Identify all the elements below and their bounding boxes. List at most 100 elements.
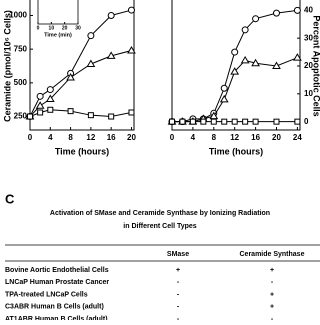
x-tick-label: 16 xyxy=(251,133,260,142)
point xyxy=(273,118,280,125)
point xyxy=(294,118,301,125)
point xyxy=(293,53,302,61)
inset-x-tick-label: 30 xyxy=(75,25,81,31)
cell: - xyxy=(177,279,180,286)
x-tick-label: 16 xyxy=(107,133,116,142)
x-tick-label: 4 xyxy=(191,133,196,142)
x-axis-label: Time (hours) xyxy=(55,146,109,156)
point xyxy=(106,51,116,59)
y-tick-label: 250 xyxy=(14,112,28,121)
row-label: TPA-treated LNCaP Cells xyxy=(5,291,88,298)
table-title: Activation of SMase and Ceramide Synthas… xyxy=(50,210,270,217)
point xyxy=(27,113,33,120)
inset-x-tick-label: 20 xyxy=(62,25,68,31)
x-tick-label: 0 xyxy=(28,133,33,142)
x-axis-label: Time (hours) xyxy=(209,146,263,156)
x-tick-label: 0 xyxy=(170,133,175,142)
y-tick-label: 30 xyxy=(304,33,313,42)
cell: - xyxy=(177,291,180,298)
x-tick-label: 24 xyxy=(293,133,302,142)
point xyxy=(251,58,260,67)
point xyxy=(127,46,136,54)
point xyxy=(46,86,54,94)
point xyxy=(45,94,55,103)
column-header: Ceramide Synthase xyxy=(240,251,305,258)
point xyxy=(241,26,249,34)
point xyxy=(231,118,238,125)
panel-label: C xyxy=(5,191,15,206)
x-tick-label: 20 xyxy=(127,133,136,142)
row-label: Bovine Aortic Endothelial Cells xyxy=(5,267,109,274)
row-label: C3ABR Human B Cells (adult) xyxy=(5,304,104,311)
point xyxy=(242,118,249,125)
x-tick-label: 4 xyxy=(48,133,53,142)
point xyxy=(87,32,95,40)
point xyxy=(220,84,228,92)
x-tick-label: 12 xyxy=(230,133,239,142)
y-tick-label: 1000 xyxy=(9,11,27,20)
column-header: SMase xyxy=(167,251,189,258)
cell: - xyxy=(177,316,180,320)
cell: - xyxy=(271,279,274,286)
point xyxy=(35,101,45,109)
point xyxy=(210,118,217,125)
point xyxy=(169,118,175,125)
y-axis-label: Ceramide (pmol/10⁶ Cells) xyxy=(2,10,12,122)
x-tick-label: 8 xyxy=(212,133,217,142)
point xyxy=(189,118,196,125)
point xyxy=(179,118,186,125)
point xyxy=(200,118,207,125)
inset-x-label: Time (min) xyxy=(44,32,72,38)
inset-x-tick-label: 10 xyxy=(49,25,55,31)
inset-frame xyxy=(37,0,79,25)
y-axis-label: Percent Apoptotic Cells xyxy=(312,15,320,116)
cell: + xyxy=(270,267,274,274)
point xyxy=(37,109,44,116)
table-body: Bovine Aortic Endothelial Cells + + LNCaP H… xyxy=(5,267,274,323)
point xyxy=(219,94,229,103)
point xyxy=(87,112,94,119)
x-tick-label: 8 xyxy=(68,133,73,142)
point xyxy=(230,67,240,75)
y-tick-label: 750 xyxy=(14,44,28,53)
point xyxy=(293,6,301,14)
y-tick-label: 40 xyxy=(304,5,313,14)
plot-frame xyxy=(29,0,135,131)
point xyxy=(36,92,44,100)
row-label: AT1ABR Human B Cells (adult) xyxy=(5,316,108,320)
point xyxy=(107,11,115,19)
cell: + xyxy=(270,304,274,311)
x-tick-label: 20 xyxy=(272,133,281,142)
point xyxy=(67,108,74,115)
cell: - xyxy=(271,316,274,320)
point xyxy=(47,106,54,113)
point xyxy=(252,118,259,125)
plot-frame xyxy=(171,0,301,131)
y-tick-label: 0 xyxy=(304,117,309,126)
y-tick-label: 500 xyxy=(14,78,28,87)
cell: + xyxy=(176,267,180,274)
point xyxy=(66,72,75,81)
point xyxy=(128,109,135,116)
point xyxy=(252,15,260,23)
series-line xyxy=(29,109,132,118)
point xyxy=(127,6,135,14)
point xyxy=(86,59,96,67)
row-label: LNCaP Human Prostate Cancer xyxy=(5,279,109,286)
y-tick-label: 20 xyxy=(304,61,313,70)
y-tick-label: 10 xyxy=(304,89,313,98)
inset-x-tick-label: 0 xyxy=(37,25,40,31)
point xyxy=(272,61,281,69)
point xyxy=(231,48,239,56)
point xyxy=(272,9,280,17)
x-tick-label: 12 xyxy=(86,133,95,142)
point xyxy=(221,118,228,125)
table-title: in Different Cell Types xyxy=(123,223,196,230)
series-line xyxy=(29,50,132,117)
cell: - xyxy=(177,304,180,311)
point xyxy=(108,113,115,120)
point xyxy=(209,111,219,120)
point xyxy=(240,55,250,64)
cell: + xyxy=(270,291,274,298)
